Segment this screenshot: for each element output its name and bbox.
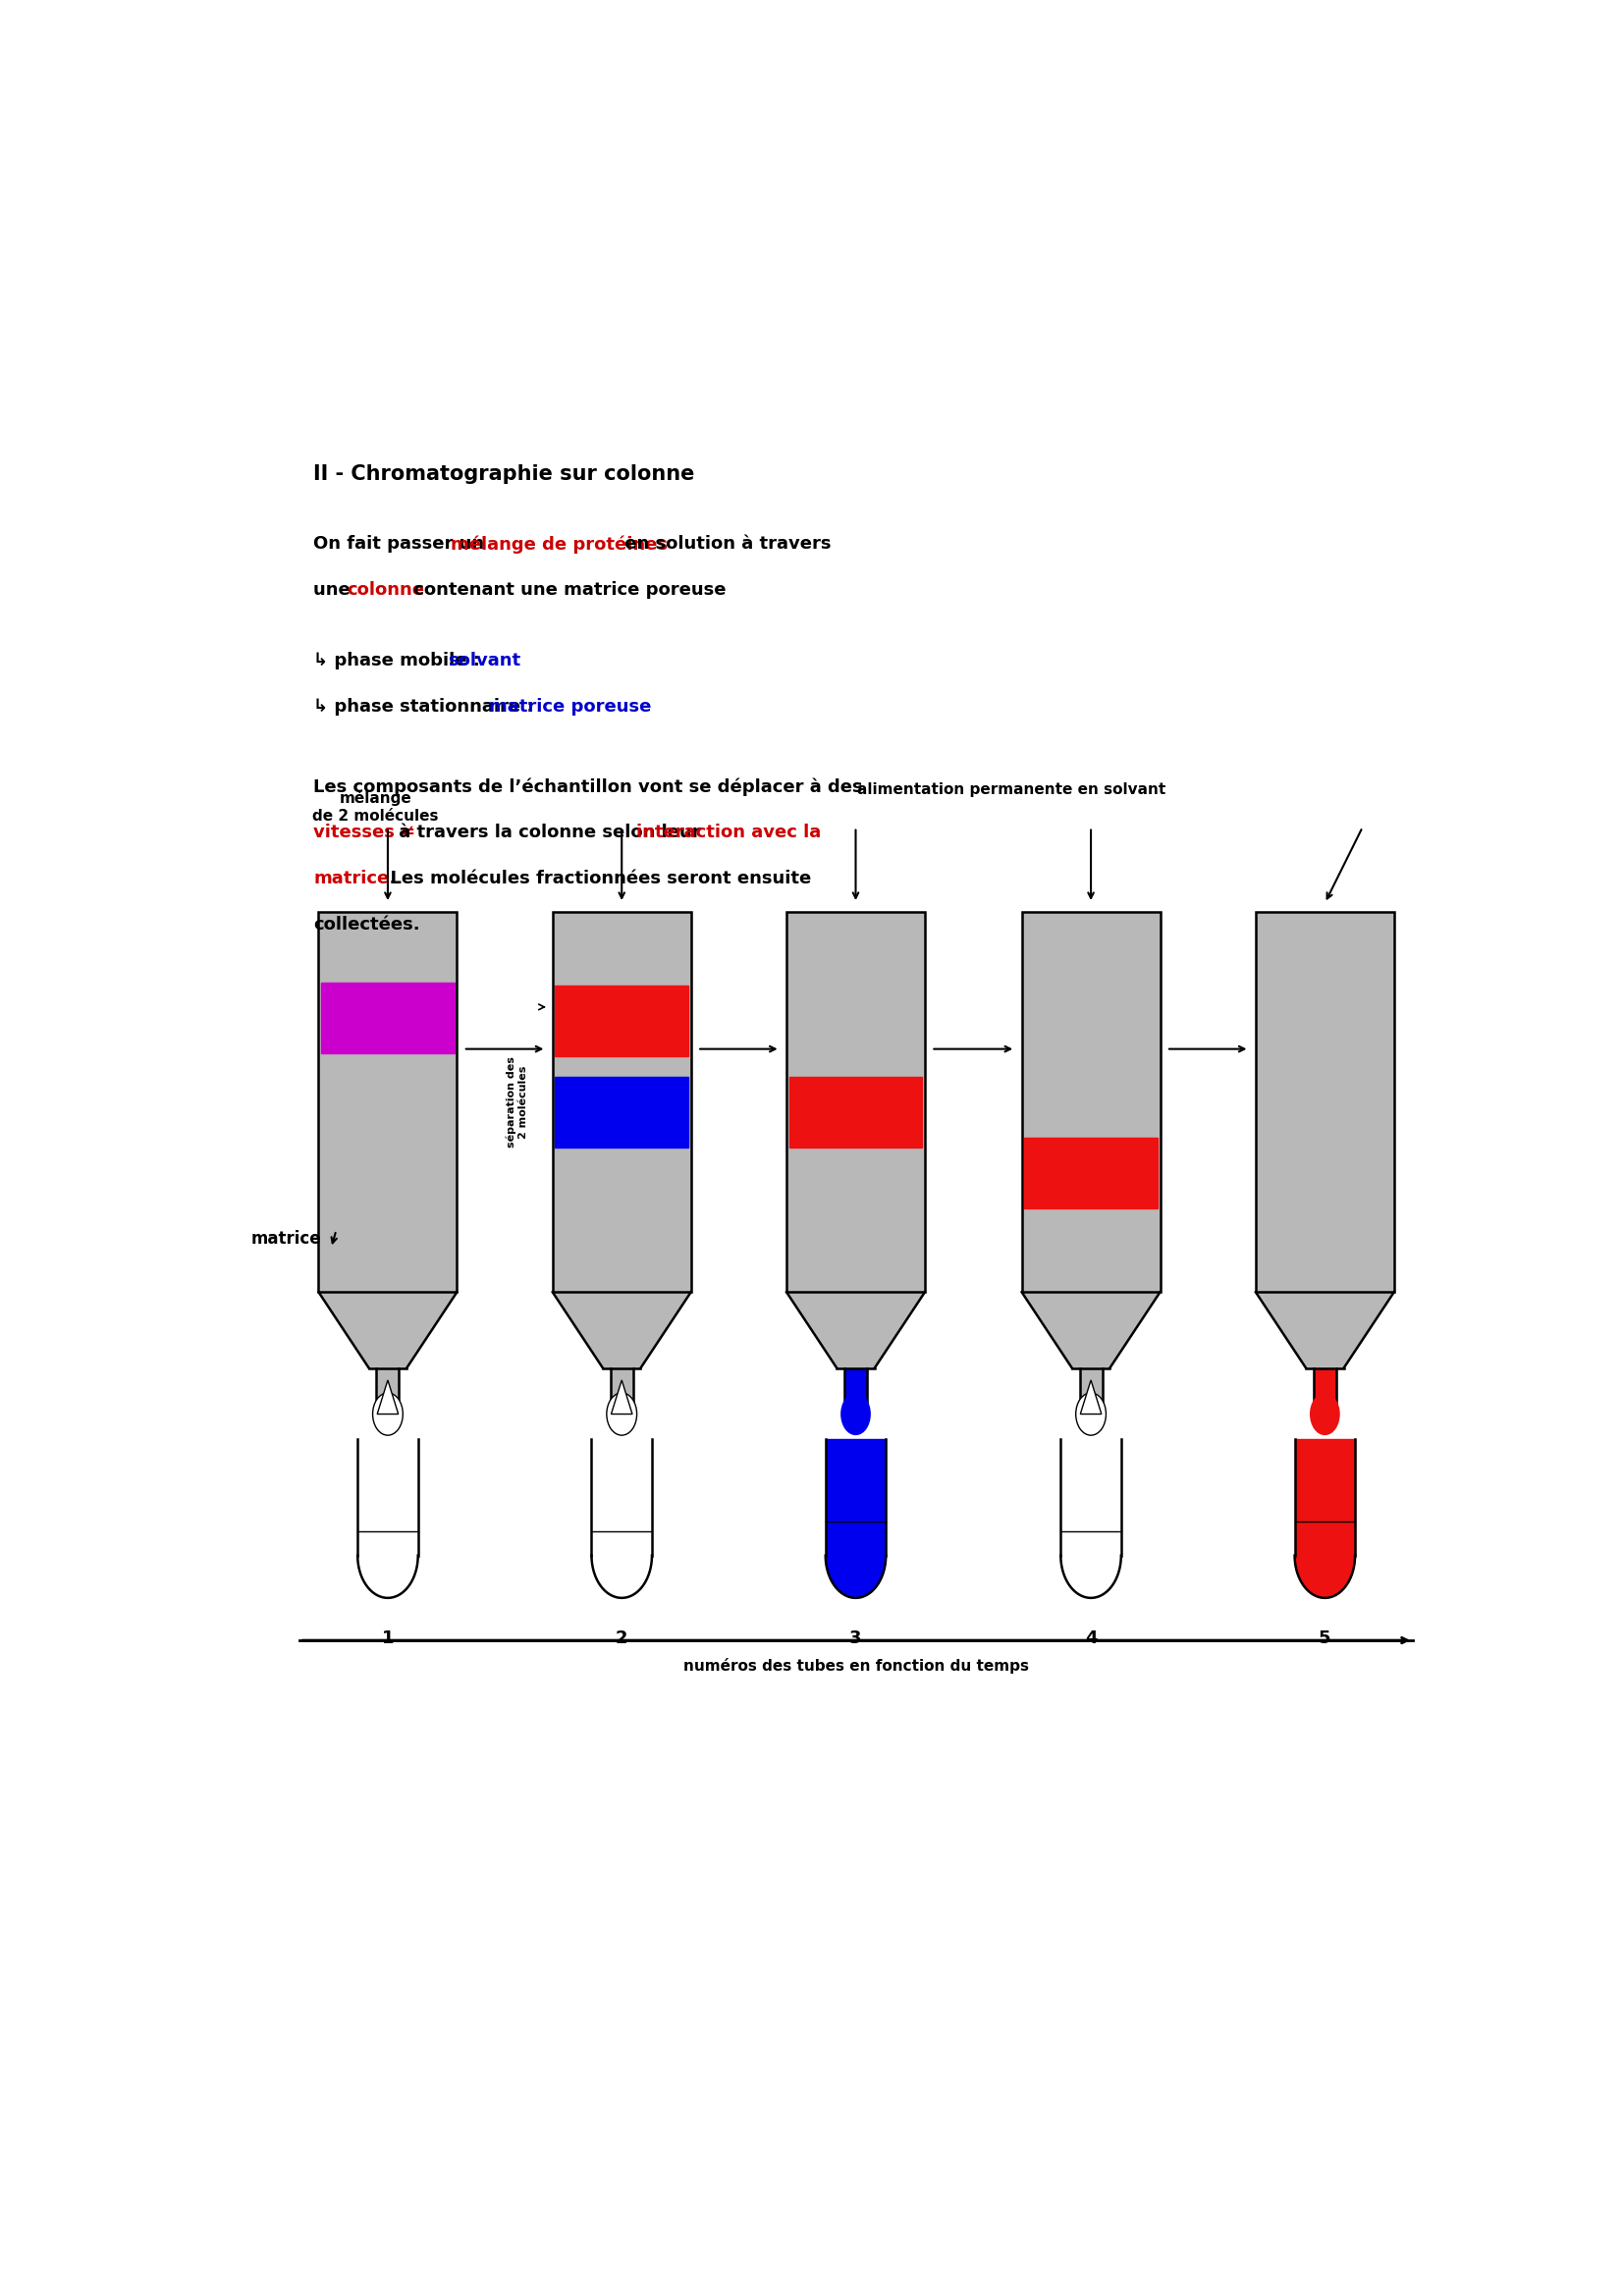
Text: solvant: solvant: [448, 652, 521, 670]
Text: séparation des
2 molécules: séparation des 2 molécules: [506, 1056, 529, 1148]
Bar: [1256, 912, 1394, 1293]
Polygon shape: [1256, 1293, 1394, 1368]
Polygon shape: [377, 1380, 398, 1414]
Text: 2: 2: [615, 1630, 628, 1649]
Circle shape: [607, 1394, 636, 1435]
Polygon shape: [826, 1554, 886, 1598]
Bar: [1079, 1368, 1102, 1412]
Bar: [787, 912, 925, 1293]
Text: ↳ phase stationnaire :: ↳ phase stationnaire :: [313, 698, 540, 716]
Text: une: une: [313, 581, 357, 599]
Text: ↳ phase mobile :: ↳ phase mobile :: [313, 652, 487, 670]
Bar: [787, 912, 925, 1293]
Bar: [610, 1368, 633, 1412]
Bar: [552, 912, 691, 1293]
Bar: [318, 912, 458, 1293]
Bar: [844, 1368, 867, 1412]
Polygon shape: [1022, 1293, 1160, 1368]
Polygon shape: [1315, 1380, 1336, 1414]
Text: Les molécules fractionnées seront ensuite: Les molécules fractionnées seront ensuit…: [378, 870, 812, 886]
Bar: [321, 983, 454, 1054]
Bar: [1313, 1368, 1336, 1412]
Bar: [1024, 1139, 1157, 1208]
Text: de 2 molécules: de 2 molécules: [312, 808, 438, 824]
Polygon shape: [1081, 1380, 1102, 1414]
Text: en solution à travers: en solution à travers: [618, 535, 831, 553]
Polygon shape: [318, 1293, 458, 1368]
Polygon shape: [846, 1380, 867, 1414]
Polygon shape: [552, 1293, 691, 1368]
Text: matrice.: matrice.: [313, 870, 396, 886]
Text: mélange: mélange: [339, 790, 411, 806]
Bar: [826, 1440, 886, 1554]
Text: matrice poreuse: matrice poreuse: [489, 698, 651, 716]
Bar: [552, 912, 691, 1293]
Text: 3: 3: [849, 1630, 862, 1649]
Text: 4: 4: [1084, 1630, 1097, 1649]
Text: On fait passer un: On fait passer un: [313, 535, 490, 553]
Bar: [1295, 1440, 1355, 1554]
Bar: [555, 985, 688, 1056]
Bar: [1022, 912, 1160, 1293]
Bar: [1022, 912, 1160, 1293]
Polygon shape: [1295, 1554, 1355, 1598]
Circle shape: [841, 1394, 872, 1435]
Polygon shape: [612, 1380, 633, 1414]
Text: 1: 1: [381, 1630, 394, 1649]
Circle shape: [373, 1394, 403, 1435]
Circle shape: [1310, 1394, 1341, 1435]
Text: II - Chromatographie sur colonne: II - Chromatographie sur colonne: [313, 464, 695, 484]
Text: matrice: matrice: [250, 1231, 321, 1247]
Circle shape: [1076, 1394, 1105, 1435]
Text: Les composants de l’échantillon vont se déplacer à des: Les composants de l’échantillon vont se …: [313, 778, 863, 797]
Text: numéros des tubes en fonction du temps: numéros des tubes en fonction du temps: [683, 1658, 1029, 1674]
Text: colonne: colonne: [347, 581, 425, 599]
Text: à travers la colonne selon leur: à travers la colonne selon leur: [393, 824, 708, 840]
Text: 5: 5: [1319, 1630, 1331, 1649]
Text: alimentation permanente en solvant: alimentation permanente en solvant: [857, 783, 1165, 797]
Bar: [318, 912, 458, 1293]
Polygon shape: [787, 1293, 925, 1368]
Text: collectées.: collectées.: [313, 916, 420, 932]
Bar: [377, 1368, 399, 1412]
Text: interaction avec la: interaction avec la: [636, 824, 821, 840]
Bar: [1256, 912, 1394, 1293]
Text: contenant une matrice poreuse: contenant une matrice poreuse: [407, 581, 725, 599]
Bar: [555, 1077, 688, 1148]
Bar: [789, 1077, 922, 1148]
Text: mélange de protéines: mélange de protéines: [451, 535, 667, 553]
Text: vitesses ≠: vitesses ≠: [313, 824, 415, 840]
